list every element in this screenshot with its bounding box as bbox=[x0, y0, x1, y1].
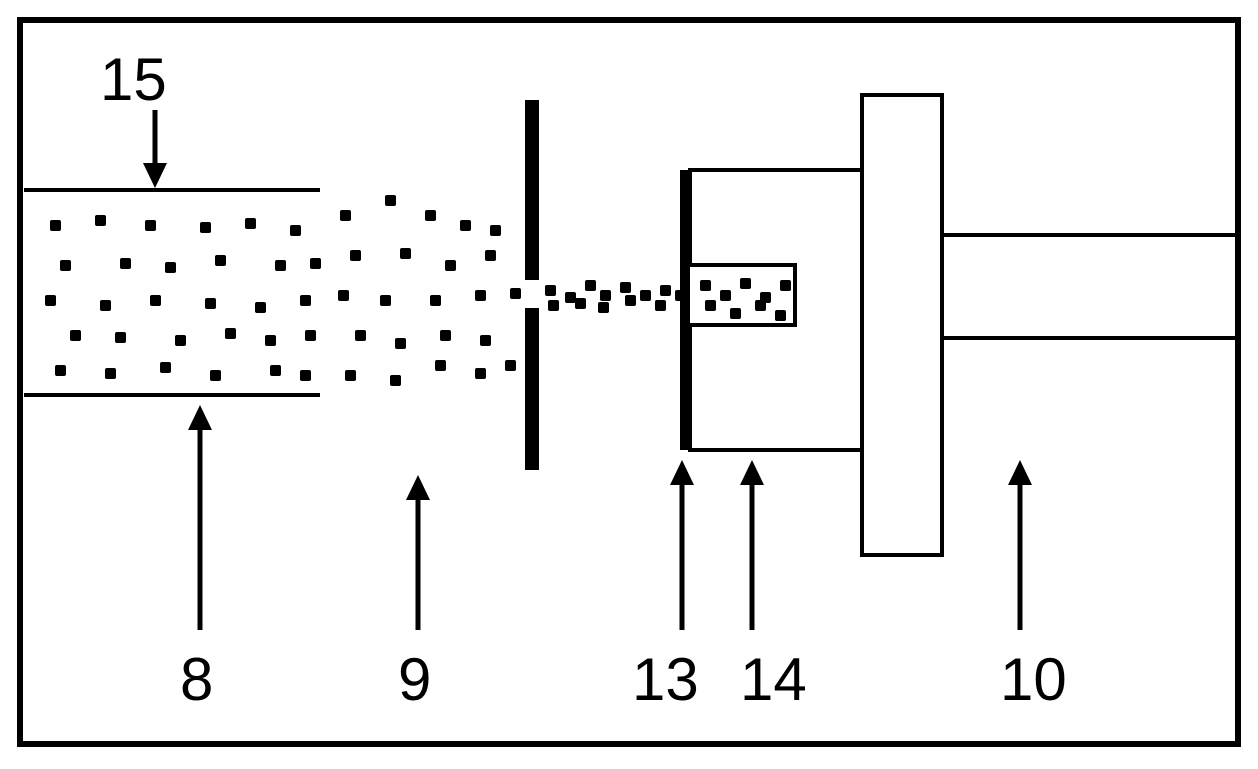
particle bbox=[445, 260, 456, 271]
particles-channel bbox=[45, 215, 321, 381]
particle bbox=[145, 220, 156, 231]
particle bbox=[350, 250, 361, 261]
diagram-container: 15 8 9 13 14 10 bbox=[0, 0, 1258, 764]
label-13: 13 bbox=[632, 646, 699, 713]
particle bbox=[485, 250, 496, 261]
detector-body bbox=[862, 95, 942, 555]
label-14: 14 bbox=[740, 646, 807, 713]
particle bbox=[120, 258, 131, 269]
particle bbox=[395, 338, 406, 349]
particle bbox=[625, 295, 636, 306]
particle bbox=[165, 262, 176, 273]
particle bbox=[275, 260, 286, 271]
particle bbox=[600, 290, 611, 301]
particle bbox=[255, 302, 266, 313]
particle bbox=[780, 280, 791, 291]
particle bbox=[225, 328, 236, 339]
particle bbox=[505, 360, 516, 371]
particle bbox=[305, 330, 316, 341]
particle bbox=[720, 290, 731, 301]
particle bbox=[730, 308, 741, 319]
particle bbox=[385, 195, 396, 206]
particle bbox=[60, 260, 71, 271]
particle bbox=[55, 365, 66, 376]
particle bbox=[655, 300, 666, 311]
label-10: 10 bbox=[1000, 646, 1067, 713]
particle bbox=[300, 295, 311, 306]
particle bbox=[105, 368, 116, 379]
particle bbox=[50, 220, 61, 231]
particle bbox=[565, 292, 576, 303]
aperture-plate-top bbox=[525, 100, 539, 280]
particle bbox=[210, 370, 221, 381]
target-body bbox=[690, 170, 862, 450]
particle bbox=[585, 280, 596, 291]
label-15: 15 bbox=[100, 46, 167, 113]
particle bbox=[380, 295, 391, 306]
particle bbox=[245, 218, 256, 229]
particle bbox=[340, 210, 351, 221]
particle bbox=[548, 300, 559, 311]
arrow-14 bbox=[740, 460, 764, 630]
particle bbox=[150, 295, 161, 306]
particle bbox=[775, 310, 786, 321]
aperture-plate-bottom bbox=[525, 308, 539, 470]
particle bbox=[45, 295, 56, 306]
particle bbox=[545, 285, 556, 296]
particle bbox=[160, 362, 171, 373]
arrow-15 bbox=[143, 110, 167, 188]
particle bbox=[640, 290, 651, 301]
particle bbox=[675, 290, 686, 301]
label-8: 8 bbox=[180, 646, 213, 713]
particle bbox=[270, 365, 281, 376]
arrow-9 bbox=[406, 475, 430, 630]
particle bbox=[425, 210, 436, 221]
particle bbox=[598, 302, 609, 313]
particle bbox=[338, 290, 349, 301]
arrow-13 bbox=[670, 460, 694, 630]
particle bbox=[490, 225, 501, 236]
particle bbox=[660, 285, 671, 296]
particle bbox=[740, 278, 751, 289]
particle bbox=[755, 300, 766, 311]
outer-frame bbox=[20, 20, 1238, 744]
particle bbox=[115, 332, 126, 343]
particle bbox=[510, 288, 521, 299]
particle bbox=[430, 295, 441, 306]
particles-spray bbox=[338, 195, 521, 386]
particle bbox=[475, 290, 486, 301]
particle bbox=[620, 282, 631, 293]
particle bbox=[705, 300, 716, 311]
particle bbox=[355, 330, 366, 341]
particle bbox=[300, 370, 311, 381]
particle bbox=[390, 375, 401, 386]
particle bbox=[205, 298, 216, 309]
particle bbox=[480, 335, 491, 346]
particle bbox=[215, 255, 226, 266]
particles-notch bbox=[700, 278, 791, 321]
particle bbox=[460, 220, 471, 231]
particle bbox=[175, 335, 186, 346]
particle bbox=[475, 368, 486, 379]
schematic-svg: 15 8 9 13 14 10 bbox=[0, 0, 1258, 764]
particle bbox=[700, 280, 711, 291]
particle bbox=[200, 222, 211, 233]
particle bbox=[440, 330, 451, 341]
particle bbox=[345, 370, 356, 381]
particle bbox=[100, 300, 111, 311]
particle bbox=[265, 335, 276, 346]
particle bbox=[310, 258, 321, 269]
particle bbox=[435, 360, 446, 371]
particle bbox=[70, 330, 81, 341]
arrow-8 bbox=[188, 405, 212, 630]
particles-beam bbox=[545, 280, 686, 313]
particle bbox=[575, 298, 586, 309]
particle bbox=[400, 248, 411, 259]
label-9: 9 bbox=[398, 646, 431, 713]
particle bbox=[290, 225, 301, 236]
arrow-10 bbox=[1008, 460, 1032, 630]
particle bbox=[95, 215, 106, 226]
